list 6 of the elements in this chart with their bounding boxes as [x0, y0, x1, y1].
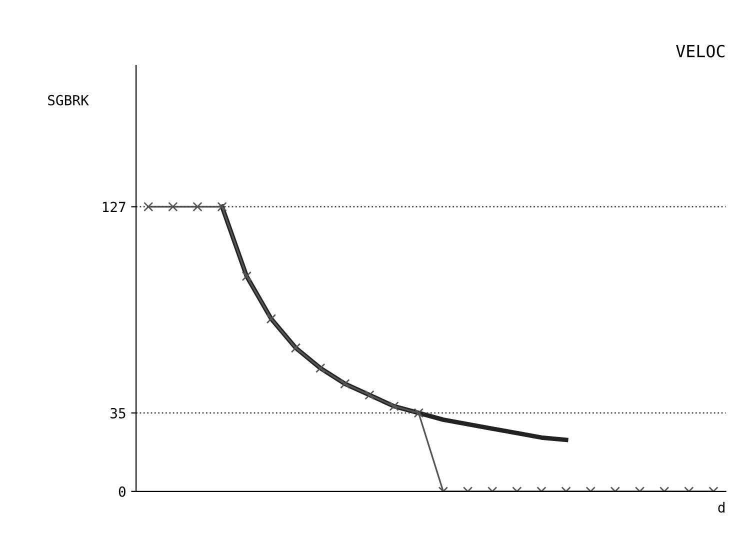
chart-title: VELOC [676, 44, 724, 58]
y-axis-title: SGBRK [48, 94, 89, 106]
x-axis-title: d [718, 502, 724, 513]
y-tick-label: 35 [110, 408, 126, 418]
y-tick-label: 127 [102, 202, 126, 212]
y-tick-label: 0 [118, 486, 126, 497]
